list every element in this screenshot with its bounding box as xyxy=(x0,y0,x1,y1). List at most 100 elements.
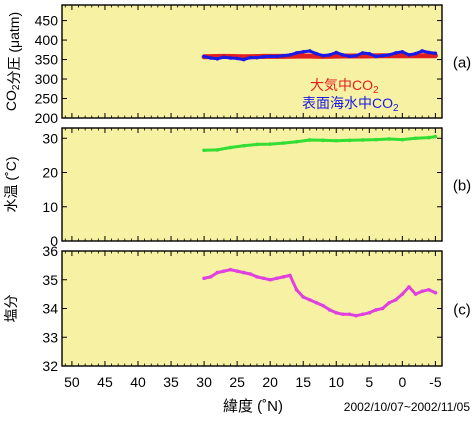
x-tick-label: 20 xyxy=(262,374,278,390)
data-point xyxy=(281,275,286,279)
data-point xyxy=(255,55,259,60)
data-point xyxy=(261,55,266,59)
data-point xyxy=(241,55,246,59)
y-tick-label: 350 xyxy=(35,52,59,68)
data-point xyxy=(208,56,213,60)
data-point xyxy=(360,54,365,58)
y-tick-label: 250 xyxy=(35,91,59,107)
x-tick-label: -5 xyxy=(429,374,442,390)
x-tick-label: 15 xyxy=(295,374,311,390)
data-point xyxy=(393,298,398,302)
data-point xyxy=(215,148,220,152)
panel-co2: 200 250 300 350 400 450 CO2分圧 (μatm) (a) 大気中CO2表… xyxy=(3,4,471,126)
y-tick-label: 0 xyxy=(50,233,58,249)
data-point xyxy=(255,275,259,279)
data-point xyxy=(215,270,220,275)
data-point xyxy=(334,311,339,315)
data-point xyxy=(374,137,378,142)
data-point xyxy=(268,142,272,146)
data-point xyxy=(360,312,365,317)
y-tick-label: 35 xyxy=(42,272,58,288)
panel-label: (b) xyxy=(453,178,471,195)
data-point xyxy=(360,51,365,55)
data-point xyxy=(426,50,431,55)
y-tick-label: 34 xyxy=(42,301,58,317)
data-point xyxy=(274,276,279,281)
y-tick-label: 300 xyxy=(35,71,59,87)
data-point xyxy=(314,300,319,305)
panel-temperature: 0 10 20 30 水温 (˚C) (b) xyxy=(3,127,471,249)
data-point xyxy=(268,277,272,282)
data-point xyxy=(433,134,438,139)
data-point xyxy=(301,54,306,58)
data-point xyxy=(334,50,339,55)
data-point xyxy=(407,53,411,57)
plot-area xyxy=(61,4,443,119)
data-point xyxy=(393,51,398,55)
plot-area xyxy=(61,127,443,242)
data-point xyxy=(202,54,206,59)
data-point xyxy=(354,313,358,318)
data-point xyxy=(248,55,253,60)
y-axis-title: CO2分圧 (μatm) xyxy=(3,12,22,111)
data-point xyxy=(380,306,385,311)
data-point xyxy=(347,54,352,59)
data-point xyxy=(301,49,306,54)
x-tick-label: 0 xyxy=(398,374,406,390)
data-point xyxy=(413,292,418,296)
data-point xyxy=(248,272,253,276)
y-tick-label: 33 xyxy=(42,329,58,345)
data-point xyxy=(241,57,246,62)
data-point xyxy=(321,303,325,308)
data-point xyxy=(281,53,286,58)
data-point xyxy=(347,312,352,317)
data-point xyxy=(294,139,299,144)
y-tick-label: 450 xyxy=(35,13,59,29)
y-tick-label: 10 xyxy=(42,199,58,215)
data-point xyxy=(228,145,233,150)
data-point xyxy=(407,285,411,289)
y-tick-label: 30 xyxy=(42,130,58,146)
legend-item: 大気中CO2 xyxy=(310,77,379,96)
data-point xyxy=(261,276,266,281)
y-tick-label: 36 xyxy=(42,243,58,259)
data-point xyxy=(202,148,206,153)
data-point xyxy=(387,53,391,57)
data-point xyxy=(222,55,226,60)
data-point xyxy=(341,312,345,317)
data-point xyxy=(347,138,352,143)
data-point xyxy=(222,269,226,273)
y-axis-title: 塩分 xyxy=(3,295,19,323)
data-point xyxy=(215,56,220,61)
data-point xyxy=(321,138,325,143)
data-point xyxy=(413,51,418,56)
panel-label: (c) xyxy=(453,302,471,319)
data-point xyxy=(202,276,206,281)
data-point xyxy=(268,54,272,59)
data-point xyxy=(433,51,438,56)
data-point xyxy=(367,311,372,315)
data-point xyxy=(241,270,246,275)
y-tick-label: 32 xyxy=(42,358,58,374)
y-tick-label: 400 xyxy=(35,32,59,48)
x-tick-label: 5 xyxy=(365,374,373,390)
data-point xyxy=(420,289,424,294)
data-point xyxy=(400,292,405,296)
data-point xyxy=(281,141,286,145)
data-point xyxy=(274,54,279,59)
x-tick-label: 50 xyxy=(64,374,80,390)
data-point xyxy=(426,288,431,292)
data-point xyxy=(308,298,312,302)
y-tick-label: 20 xyxy=(42,165,58,181)
data-point xyxy=(301,295,306,299)
data-point xyxy=(327,53,332,57)
x-axis-title: 緯度 (˚N) xyxy=(223,398,283,415)
data-point xyxy=(413,136,418,141)
data-point xyxy=(308,49,312,53)
data-point xyxy=(228,56,233,60)
data-point xyxy=(400,49,405,54)
x-tick-label: 10 xyxy=(328,374,344,390)
data-point xyxy=(341,53,345,57)
